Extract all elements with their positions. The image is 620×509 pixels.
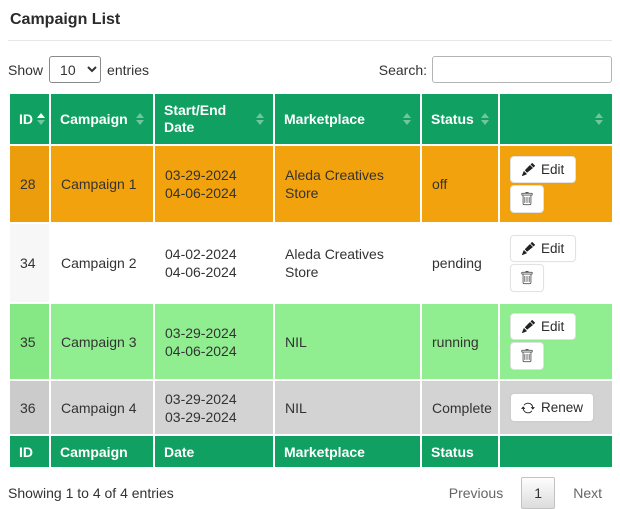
trash-icon [520, 270, 534, 285]
cell-status: off [420, 144, 500, 224]
column-header-date-label: Start/End Date [164, 102, 227, 135]
cell-campaign: Campaign 2 [49, 222, 155, 304]
column-header-status[interactable]: Status [420, 92, 500, 146]
header-row: ID Campaign Start/End Date Marketplace S… [8, 92, 614, 146]
pencil-icon [522, 241, 535, 255]
pagination: Previous 1 Next [439, 477, 612, 509]
edit-button-label: Edit [541, 319, 565, 334]
cell-id: 28 [8, 144, 51, 224]
table-row-campaign-1: 28 Campaign 1 03-29-2024 04-06-2024 Aled… [8, 144, 614, 224]
footer-row: ID Campaign Date Marketplace Status [8, 434, 614, 469]
cell-actions: Renew [498, 379, 614, 436]
sort-both-icon [403, 113, 411, 125]
footer-id: ID [8, 434, 51, 469]
cell-id: 34 [8, 222, 51, 304]
end-date: 04-06-2024 [165, 342, 237, 359]
cell-id: 36 [8, 379, 51, 436]
footer-campaign: Campaign [49, 434, 155, 469]
column-header-campaign[interactable]: Campaign [49, 92, 155, 146]
edit-button[interactable]: Edit [510, 234, 577, 262]
cell-campaign: Campaign 4 [49, 379, 155, 436]
delete-button[interactable] [510, 342, 544, 370]
renew-button-label: Renew [541, 400, 584, 415]
trash-icon [520, 349, 534, 363]
cell-dates: 03-29-2024 03-29-2024 [153, 379, 275, 436]
start-date: 03-29-2024 [165, 167, 237, 183]
column-header-marketplace[interactable]: Marketplace [273, 92, 422, 146]
entries-select[interactable]: 10 [49, 56, 102, 83]
cell-marketplace: Aleda Creatives Store [273, 222, 422, 304]
start-date: 03-29-2024 [165, 324, 237, 341]
cell-dates: 04-02-2024 04-06-2024 [153, 222, 275, 304]
cell-campaign: Campaign 3 [49, 302, 155, 381]
cell-id: 35 [8, 302, 51, 381]
edit-button[interactable]: Edit [510, 313, 577, 340]
table-controls: Show 10 entries Search: [8, 56, 612, 83]
table-row-campaign-3: 35 Campaign 3 03-29-2024 04-06-2024 NIL … [8, 302, 614, 381]
sort-both-icon [595, 113, 603, 125]
sort-both-icon [256, 113, 264, 125]
trash-icon [520, 191, 534, 206]
table-row-campaign-4: 36 Campaign 4 03-29-2024 03-29-2024 NIL … [8, 379, 614, 436]
previous-page-button[interactable]: Previous [448, 485, 504, 501]
campaign-table: ID Campaign Start/End Date Marketplace S… [8, 92, 614, 469]
search-input[interactable] [432, 56, 612, 83]
edit-button-label: Edit [541, 161, 565, 177]
refresh-icon [521, 401, 535, 415]
search-label: Search: [378, 61, 427, 78]
start-date: 04-02-2024 [165, 246, 237, 262]
column-header-marketplace-label: Marketplace [284, 110, 365, 127]
column-header-campaign-label: Campaign [60, 110, 128, 127]
show-label: Show [8, 61, 44, 78]
column-header-actions[interactable] [498, 92, 614, 146]
cell-marketplace: NIL [273, 379, 422, 436]
cell-actions: Edit [498, 222, 614, 304]
cell-marketplace: NIL [273, 302, 422, 381]
entries-length-control: Show 10 entries [8, 56, 149, 83]
column-header-date[interactable]: Start/End Date [153, 92, 275, 146]
table-row-campaign-2: 34 Campaign 2 04-02-2024 04-06-2024 Aled… [8, 222, 614, 304]
cell-dates: 03-29-2024 04-06-2024 [153, 302, 275, 381]
sort-asc-icon [37, 113, 45, 125]
table-summary-row: Showing 1 to 4 of 4 entries Previous 1 N… [8, 477, 612, 509]
pencil-icon [522, 162, 535, 176]
next-page-button[interactable]: Next [573, 485, 602, 501]
column-header-id-label: ID [19, 110, 33, 127]
edit-button-label: Edit [541, 240, 565, 256]
cell-actions: Edit [498, 302, 614, 381]
footer-marketplace: Marketplace [273, 434, 422, 469]
column-header-id[interactable]: ID [8, 92, 51, 146]
delete-button[interactable] [510, 184, 544, 213]
column-header-status-label: Status [431, 110, 474, 127]
footer-actions [498, 434, 614, 469]
table-info: Showing 1 to 4 of 4 entries [8, 485, 174, 501]
cell-status: pending [420, 222, 500, 304]
title-divider [8, 40, 612, 41]
entries-label: entries [107, 61, 150, 78]
cell-marketplace: Aleda Creatives Store [273, 144, 422, 224]
footer-status: Status [420, 434, 500, 469]
search-control: Search: [379, 56, 612, 83]
footer-date: Date [153, 434, 275, 469]
end-date: 03-29-2024 [165, 408, 237, 425]
page-title: Campaign List [10, 11, 121, 28]
end-date: 04-06-2024 [165, 185, 237, 201]
delete-button[interactable] [510, 263, 544, 292]
cell-status: Complete [420, 379, 500, 436]
cell-dates: 03-29-2024 04-06-2024 [153, 144, 275, 224]
sort-both-icon [136, 113, 144, 125]
cell-campaign: Campaign 1 [49, 144, 155, 224]
sort-both-icon [481, 113, 489, 125]
cell-actions: Edit [498, 144, 614, 224]
start-date: 03-29-2024 [165, 390, 237, 407]
cell-status: running [420, 302, 500, 381]
pencil-icon [522, 320, 535, 333]
renew-button[interactable]: Renew [510, 393, 595, 422]
end-date: 04-06-2024 [165, 264, 237, 280]
page-number-button[interactable]: 1 [521, 477, 556, 509]
edit-button[interactable]: Edit [510, 155, 577, 183]
